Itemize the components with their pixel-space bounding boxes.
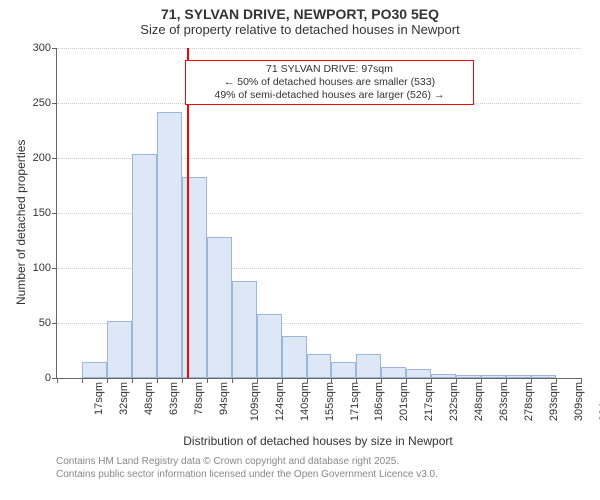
histogram-bar	[307, 354, 332, 378]
xtick-mark	[282, 378, 283, 383]
ytick-label: 300	[33, 42, 57, 54]
xtick-mark	[207, 378, 208, 383]
y-axis-title: Number of detached properties	[14, 140, 28, 305]
histogram-bar	[331, 362, 356, 379]
ytick-label: 250	[33, 97, 57, 109]
histogram-bar	[182, 177, 207, 378]
xtick-mark	[182, 378, 183, 383]
histogram-bar	[456, 375, 481, 378]
xtick-label: 309sqm	[573, 382, 585, 421]
histogram-bar	[431, 374, 456, 378]
xtick-mark	[531, 378, 532, 383]
ytick-label: 50	[39, 317, 57, 329]
xtick-label: 32sqm	[118, 382, 130, 415]
plot-area: 05010015020025030017sqm32sqm48sqm63sqm78…	[56, 48, 581, 379]
x-axis-title: Distribution of detached houses by size …	[56, 434, 580, 448]
xtick-mark	[132, 378, 133, 383]
attribution-line-1: Contains HM Land Registry data © Crown c…	[56, 456, 438, 469]
xtick-mark	[431, 378, 432, 383]
xtick-label: 109sqm	[249, 382, 261, 421]
xtick-label: 94sqm	[218, 382, 230, 415]
xtick-label: 17sqm	[93, 382, 105, 415]
xtick-label: 124sqm	[274, 382, 286, 421]
gridline	[57, 48, 581, 49]
xtick-label: 263sqm	[498, 382, 510, 421]
xtick-mark	[506, 378, 507, 383]
chart-title-sub: Size of property relative to detached ho…	[0, 22, 600, 37]
attribution-line-2: Contains public sector information licen…	[56, 469, 438, 482]
annotation-box: 71 SYLVAN DRIVE: 97sqm← 50% of detached …	[185, 60, 473, 105]
ytick-label: 150	[33, 207, 57, 219]
annotation-line: 71 SYLVAN DRIVE: 97sqm	[192, 63, 466, 76]
histogram-bar	[207, 237, 232, 378]
xtick-mark	[356, 378, 357, 383]
xtick-label: 186sqm	[374, 382, 386, 421]
annotation-line: 49% of semi-detached houses are larger (…	[192, 89, 466, 102]
annotation-line: ← 50% of detached houses are smaller (53…	[192, 76, 466, 89]
histogram-bar	[356, 354, 381, 378]
xtick-label: 78sqm	[193, 382, 205, 415]
chart-title-main: 71, SYLVAN DRIVE, NEWPORT, PO30 5EQ	[0, 0, 600, 22]
histogram-bar	[406, 369, 431, 378]
xtick-label: 248sqm	[473, 382, 485, 421]
histogram-bar	[481, 375, 506, 378]
histogram-bar	[157, 112, 182, 378]
chart-container: 71, SYLVAN DRIVE, NEWPORT, PO30 5EQ Size…	[0, 0, 600, 500]
xtick-mark	[406, 378, 407, 383]
xtick-mark	[481, 378, 482, 383]
histogram-bar	[531, 375, 556, 378]
xtick-mark	[581, 378, 582, 383]
xtick-mark	[157, 378, 158, 383]
xtick-mark	[456, 378, 457, 383]
histogram-bar	[506, 375, 531, 378]
xtick-mark	[381, 378, 382, 383]
xtick-mark	[232, 378, 233, 383]
xtick-label: 63sqm	[168, 382, 180, 415]
attribution-text: Contains HM Land Registry data © Crown c…	[56, 456, 438, 481]
xtick-label: 232sqm	[448, 382, 460, 421]
xtick-label: 201sqm	[399, 382, 411, 421]
ytick-label: 200	[33, 152, 57, 164]
xtick-label: 293sqm	[548, 382, 560, 421]
xtick-mark	[556, 378, 557, 383]
histogram-bar	[257, 314, 282, 378]
ytick-label: 100	[33, 262, 57, 274]
xtick-label: 155sqm	[324, 382, 336, 421]
histogram-bar	[107, 321, 132, 378]
xtick-label: 171sqm	[349, 382, 361, 421]
xtick-mark	[57, 378, 58, 383]
xtick-mark	[331, 378, 332, 383]
histogram-bar	[82, 362, 107, 379]
xtick-label: 48sqm	[143, 382, 155, 415]
histogram-bar	[232, 281, 257, 378]
histogram-bar	[381, 367, 406, 378]
xtick-mark	[82, 378, 83, 383]
xtick-label: 217sqm	[424, 382, 436, 421]
xtick-mark	[107, 378, 108, 383]
histogram-bar	[282, 336, 307, 378]
xtick-label: 278sqm	[523, 382, 535, 421]
xtick-mark	[257, 378, 258, 383]
ytick-label: 0	[45, 372, 57, 384]
xtick-mark	[307, 378, 308, 383]
histogram-bar	[132, 154, 157, 378]
xtick-label: 140sqm	[299, 382, 311, 421]
